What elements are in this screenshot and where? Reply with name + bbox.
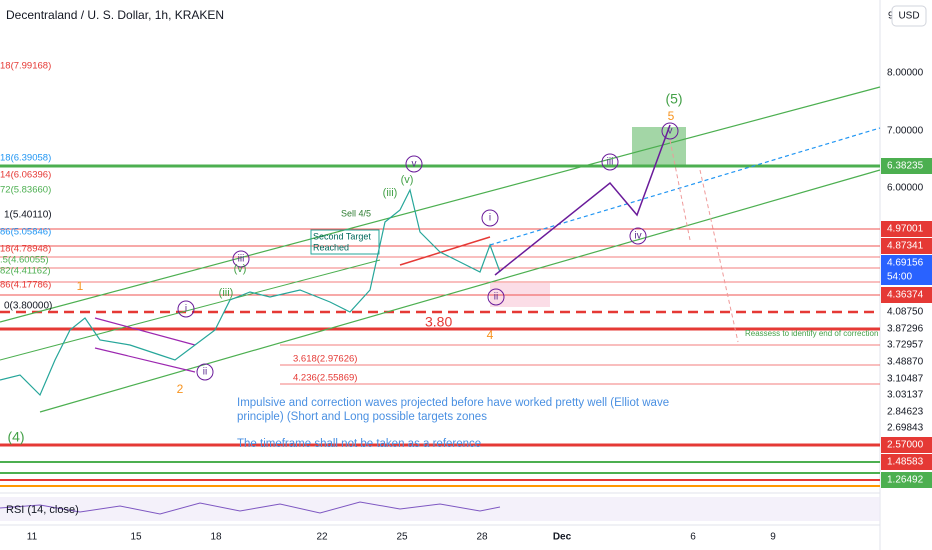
price-label: 3.10487 xyxy=(887,374,924,385)
projection-path xyxy=(699,169,739,343)
target-label: Second Target xyxy=(313,231,371,241)
fib-label: 86(4.17786) xyxy=(0,280,51,291)
price-label: 4.36374 xyxy=(887,290,924,301)
rsi-band xyxy=(0,497,880,521)
channel-line xyxy=(0,86,881,323)
wave-label: (v) xyxy=(401,174,414,186)
indicator-label: RSI (14, close) xyxy=(6,504,79,516)
date-label: Dec xyxy=(553,532,572,543)
note: The timeframe shall not be taken as a re… xyxy=(237,438,481,450)
price-label: 7.00000 xyxy=(887,126,924,137)
price-label: 2.84623 xyxy=(887,407,924,418)
projection-path xyxy=(669,139,691,241)
price-label: 3.03137 xyxy=(887,390,924,401)
price-tag xyxy=(881,158,932,174)
level-label: 3.80 xyxy=(425,314,452,330)
fib-label: 14(6.06396) xyxy=(0,170,51,181)
target-box xyxy=(310,229,380,255)
fib-label: 18(4.78948) xyxy=(0,244,51,255)
countdown: 54:00 xyxy=(887,272,912,283)
current-price: 4.69156 xyxy=(887,258,924,269)
fib-label: .5(4.60055) xyxy=(0,255,49,266)
fib-label: 18(6.39058) xyxy=(0,153,51,164)
wave-label: iii xyxy=(238,254,245,265)
date-label: 15 xyxy=(130,532,142,543)
fib-label: 1(5.40110) xyxy=(4,210,52,221)
note: principle) (Short and Long possible targ… xyxy=(237,411,487,423)
price-label: 1.48583 xyxy=(887,457,924,468)
price-label: 4.08750 xyxy=(887,307,924,318)
trend-line xyxy=(94,317,196,346)
target-label: Reached xyxy=(313,242,349,252)
note: Impulsive and correction waves projected… xyxy=(237,397,669,409)
date-label: 28 xyxy=(476,532,488,543)
wave-label: i xyxy=(489,213,491,224)
rsi-line xyxy=(0,501,501,515)
wave-label: ii xyxy=(203,367,207,378)
wave-label: 2 xyxy=(177,382,184,396)
top-price: 9 xyxy=(888,11,894,22)
wave-label: 5 xyxy=(668,109,675,123)
date-label: 11 xyxy=(27,532,38,543)
price-label: 4.87341 xyxy=(887,241,924,252)
price-line xyxy=(0,188,501,397)
wave-label: v xyxy=(668,126,673,137)
wave-label: (4) xyxy=(7,429,24,445)
current-price-tag xyxy=(881,255,932,285)
date-label: 18 xyxy=(210,532,222,543)
wave-label: ii xyxy=(494,292,498,303)
date-label: 9 xyxy=(770,532,776,543)
trend-line xyxy=(94,347,196,373)
wave-label: v xyxy=(412,159,417,170)
price-label: 2.57000 xyxy=(887,440,924,451)
price-label: 8.00000 xyxy=(887,68,924,79)
price-tag xyxy=(881,238,932,254)
wave-label: iv xyxy=(634,231,641,242)
plot-area xyxy=(0,0,880,525)
reassess-label: Reassess to identify end of correction xyxy=(745,329,878,338)
fib-label: 86(5.05846) xyxy=(0,227,51,238)
price-label: 2.69843 xyxy=(887,423,924,434)
price-label: 6.00000 xyxy=(887,183,924,194)
fib-label: 18(7.99168) xyxy=(0,61,51,72)
currency-button[interactable] xyxy=(891,5,927,27)
date-label: 22 xyxy=(316,532,328,543)
chart-title: Decentraland / U. S. Dollar, 1h, KRAKEN xyxy=(6,8,224,22)
wave-label: (iii) xyxy=(383,187,398,199)
fib-label: 3.618(2.97626) xyxy=(293,354,357,365)
projection-path xyxy=(494,124,671,276)
wave-label: (iii) xyxy=(219,287,234,299)
wave-label: (5) xyxy=(665,91,682,107)
channel-line xyxy=(39,169,881,413)
fib-label: 4.236(2.55869) xyxy=(293,373,357,384)
fib-label: 0(3.80000) xyxy=(4,301,52,312)
wave-label: 1 xyxy=(77,279,84,293)
price-tag xyxy=(881,221,932,237)
price-tag xyxy=(881,287,932,303)
price-tag xyxy=(881,454,932,470)
price-label: 1.26492 xyxy=(887,475,924,486)
sell-label: Sell 4/5 xyxy=(341,208,371,218)
currency-label[interactable]: USD xyxy=(898,11,919,22)
fib-label: 82(4.41162) xyxy=(0,266,51,277)
wave-label: i xyxy=(185,304,187,315)
wave-label: (v) xyxy=(234,263,247,275)
price-tag xyxy=(881,472,932,488)
wave-label: iii xyxy=(607,157,614,168)
wave-label: 4 xyxy=(487,328,494,342)
price-label: 4.97001 xyxy=(887,224,924,235)
date-label: 25 xyxy=(396,532,408,543)
levels xyxy=(0,164,880,487)
trend-line xyxy=(399,236,491,266)
date-label: 6 xyxy=(690,532,696,543)
channel-line xyxy=(489,127,881,246)
price-label: 3.72957 xyxy=(887,340,924,351)
price-label: 6.38235 xyxy=(887,161,924,172)
price-tag xyxy=(881,437,932,453)
price-label: 3.48870 xyxy=(887,357,924,368)
price-label: 3.87296 xyxy=(887,324,924,335)
fib-label: 72(5.83660) xyxy=(0,185,51,196)
wave-circles xyxy=(177,122,679,381)
